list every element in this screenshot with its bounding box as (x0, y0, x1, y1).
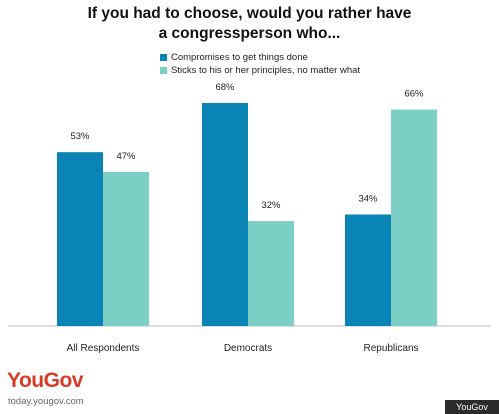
legend-label-compromises: Compromises to get things done (171, 52, 308, 63)
yougov-logo: YouGov (7, 369, 83, 392)
bar-compromises-2 (345, 214, 391, 326)
bar-principles-1 (248, 221, 294, 326)
category-label-1: Democrats (224, 343, 272, 354)
data-label-principles-2: 66% (404, 89, 424, 100)
legend-swatch-principles (160, 67, 167, 74)
watermark: YouGov (445, 400, 499, 414)
legend-item-compromises: Compromises to get things done (160, 51, 360, 64)
legend-swatch-compromises (160, 54, 167, 61)
data-label-compromises-1: 68% (215, 82, 235, 93)
bar-compromises-0 (57, 152, 103, 326)
chart-title: If you had to choose, would you rather h… (0, 4, 499, 44)
logo-subtext: today.yougov.com (8, 396, 84, 407)
chart-legend: Compromises to get things done Sticks to… (160, 51, 360, 77)
data-label-principles-1: 32% (261, 200, 281, 211)
bar-principles-2 (391, 109, 437, 326)
data-label-compromises-0: 53% (70, 131, 90, 142)
legend-item-principles: Sticks to his or her principles, no matt… (160, 64, 360, 77)
bar-principles-0 (103, 171, 149, 326)
legend-label-principles: Sticks to his or her principles, no matt… (171, 65, 361, 76)
data-label-compromises-2: 34% (358, 194, 378, 205)
chart-title-line1: If you had to choose, would you rather h… (87, 5, 412, 22)
bar-compromises-1 (202, 103, 248, 326)
category-label-0: All Respondents (67, 343, 140, 354)
category-label-2: Republicans (363, 343, 418, 354)
chart-title-line2: a congressperson who... (158, 25, 341, 42)
data-label-principles-0: 47% (116, 151, 136, 162)
